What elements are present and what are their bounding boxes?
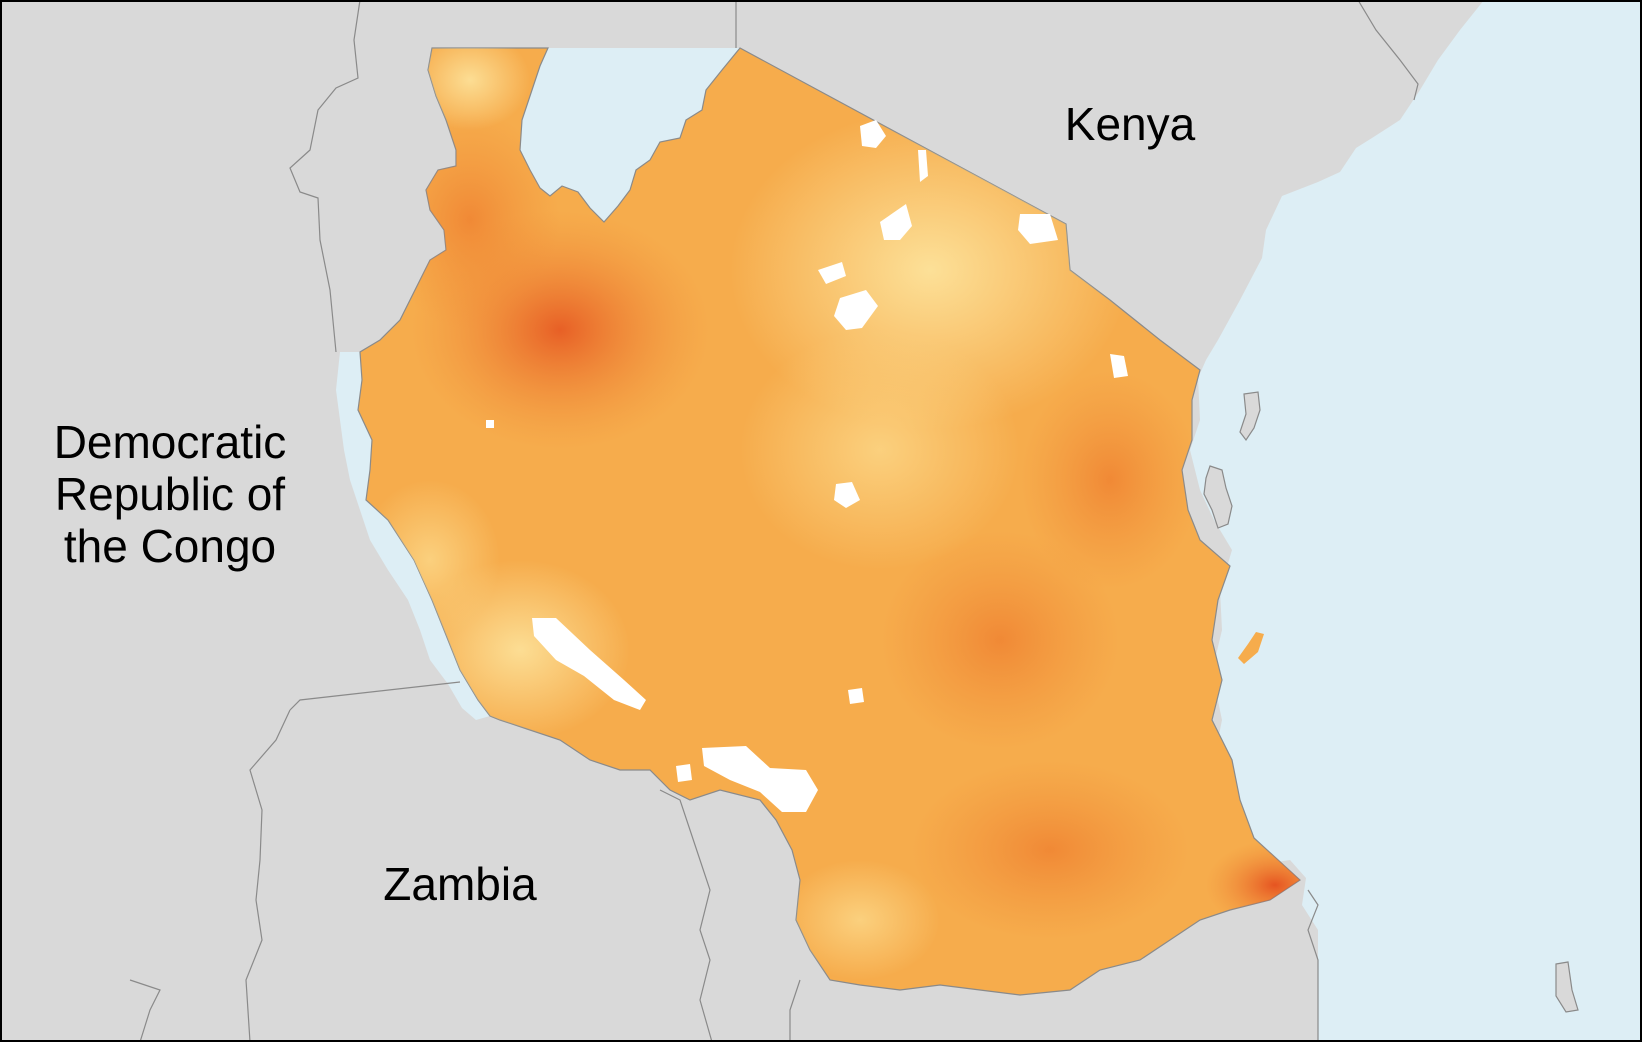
no-data-patch xyxy=(880,204,912,240)
label-kenya: Kenya xyxy=(1064,98,1196,150)
label-drc: Democratic Republic of the Congo xyxy=(20,416,320,572)
no-data-patch xyxy=(860,120,886,148)
label-drc-line-1: Democratic xyxy=(53,416,287,468)
hotspot-south xyxy=(880,530,1120,750)
label-drc-line-2: Republic of xyxy=(54,468,286,520)
hotspot-southeast xyxy=(1205,840,1300,930)
mafia-island xyxy=(1238,632,1264,664)
country-borders xyxy=(129,0,1419,1042)
no-data-patch xyxy=(532,618,646,710)
small-island xyxy=(1555,961,1579,1013)
no-data-areas xyxy=(486,120,1128,812)
no-data-patch xyxy=(702,746,818,812)
lake-tanganyika xyxy=(336,352,490,720)
no-data-patch xyxy=(1018,214,1058,244)
lake-victoria xyxy=(520,48,740,222)
hotspot-south-2 xyxy=(910,760,1190,940)
zanzibar-island xyxy=(1203,465,1233,529)
no-data-patch xyxy=(834,290,878,330)
no-data-patch xyxy=(834,482,860,508)
cool-north xyxy=(410,48,530,130)
no-data-patch xyxy=(818,262,846,284)
no-data-patch xyxy=(676,764,692,782)
hotspot-east xyxy=(1020,370,1200,590)
label-zambia: Zambia xyxy=(383,858,537,910)
cool-central xyxy=(740,330,1020,570)
no-data-patch xyxy=(848,688,864,704)
no-data-patch xyxy=(918,150,928,182)
no-data-patch xyxy=(1110,354,1128,378)
label-drc-line-3: the Congo xyxy=(63,520,277,572)
cool-southcoast xyxy=(780,860,940,980)
indian-ocean xyxy=(1190,0,1642,1042)
tanzania-heatmap xyxy=(357,47,1301,996)
no-data-patch xyxy=(486,420,494,428)
pemba-island xyxy=(1239,391,1261,442)
